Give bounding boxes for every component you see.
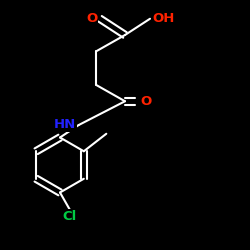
Text: O: O xyxy=(86,12,98,25)
Text: OH: OH xyxy=(152,12,175,25)
Text: O: O xyxy=(140,95,151,108)
Text: Cl: Cl xyxy=(63,210,77,223)
Text: HN: HN xyxy=(54,118,76,132)
